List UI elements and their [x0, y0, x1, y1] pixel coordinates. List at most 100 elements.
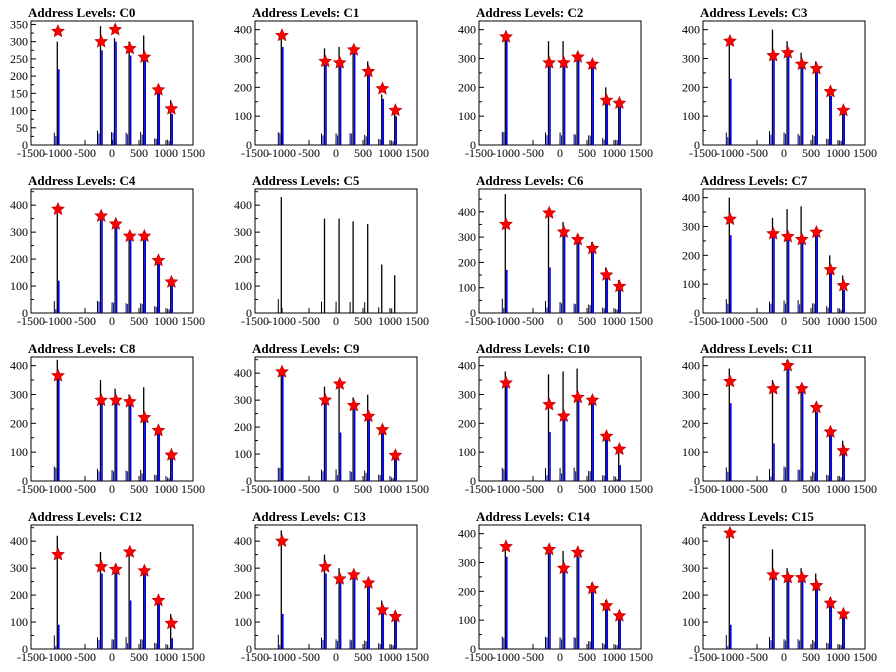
plot-frame	[30, 20, 194, 146]
y-tick-label: 0	[694, 306, 700, 320]
x-tick-label: -500	[522, 650, 544, 664]
x-tick-label: 500	[354, 650, 372, 664]
y-tick-label: 300	[10, 225, 28, 239]
peak-marker	[51, 201, 65, 216]
peak-marker	[151, 423, 166, 437]
x-tick-label: -1500	[689, 314, 717, 328]
peak-marker	[823, 424, 838, 438]
y-tick-label: 100	[682, 445, 700, 459]
peak-marker	[585, 581, 600, 595]
plot-frame	[478, 356, 642, 482]
x-tick-label: -1000	[268, 482, 296, 496]
peak-marker	[108, 562, 123, 576]
x-tick-label: -500	[298, 650, 320, 664]
x-tick-label: 500	[130, 482, 148, 496]
y-tick-label: 300	[10, 387, 28, 401]
peak-marker	[780, 229, 795, 243]
chart-panel-9: Address Levels: C9 0 100 200 300 400 -1500 -100…	[234, 341, 429, 496]
chart-title: Address Levels: C0	[28, 5, 135, 20]
x-tick-label: 500	[802, 650, 820, 664]
x-tick-label: 1000	[378, 650, 402, 664]
x-tick-label: 0	[781, 146, 787, 160]
y-tick-label: 400	[10, 534, 28, 548]
y-tick-label: 0	[470, 474, 476, 488]
x-tick-label: 1000	[378, 146, 402, 160]
plot-frame	[254, 188, 418, 314]
chart-panel-10: Address Levels: C10 0 100 200 300 400 -1500 -10…	[458, 341, 653, 496]
x-tick-label: 1500	[853, 482, 877, 496]
y-tick-label: 200	[682, 248, 700, 262]
x-tick-label: -1500	[17, 482, 45, 496]
peak-marker	[51, 368, 65, 382]
x-tick-label: 0	[557, 482, 563, 496]
y-tick-label: 400	[682, 191, 700, 205]
peak-marker	[570, 49, 585, 63]
peak-marker	[361, 575, 376, 589]
x-tick-label: 1500	[629, 650, 653, 664]
x-tick-label: -1000	[44, 314, 72, 328]
y-tick-label: 400	[458, 205, 476, 219]
y-tick-label: 200	[10, 252, 28, 266]
x-tick-label: 1000	[602, 482, 626, 496]
peak-marker	[137, 228, 152, 243]
peak-marker	[823, 262, 838, 276]
chart-panel-11: Address Levels: C11 0 100 200 300 400 -1500 -10…	[682, 341, 877, 496]
plot-frame	[478, 188, 642, 314]
peak-marker	[164, 616, 179, 630]
x-tick-label: 0	[109, 650, 115, 664]
y-tick-label: 150	[10, 86, 28, 100]
x-tick-label: -500	[298, 146, 320, 160]
y-tick-label: 0	[22, 642, 28, 656]
peak-marker	[766, 381, 781, 395]
y-tick-label: 400	[458, 527, 476, 541]
peak-marker	[542, 542, 557, 556]
peak-marker	[275, 364, 289, 378]
x-tick-label: 0	[333, 314, 339, 328]
x-tick-label: 1500	[629, 146, 653, 160]
y-tick-label: 0	[22, 474, 28, 488]
peak-marker	[780, 570, 795, 584]
y-tick-label: 300	[234, 225, 252, 239]
chart-title: Address Levels: C12	[28, 509, 142, 524]
y-tick-label: 50	[16, 121, 28, 135]
y-tick-label: 300	[10, 561, 28, 575]
y-tick-label: 400	[682, 534, 700, 548]
x-tick-label: -1000	[716, 482, 744, 496]
peak-marker	[809, 61, 824, 75]
x-tick-label: -500	[746, 146, 768, 160]
y-tick-label: 0	[694, 138, 700, 152]
x-tick-label: 1500	[181, 650, 205, 664]
x-tick-label: 1000	[378, 314, 402, 328]
chart-panel-4: Address Levels: C4 0 100 200 300 400 -1500 -100…	[10, 173, 205, 328]
x-tick-label: -1000	[492, 314, 520, 328]
y-tick-label: 0	[22, 306, 28, 320]
y-tick-label: 200	[682, 416, 700, 430]
chart-panel-2: Address Levels: C2 0 100 200 300 400 -1500 -100…	[458, 5, 653, 160]
peak-marker	[723, 374, 737, 388]
x-tick-label: -1000	[492, 146, 520, 160]
peak-marker	[275, 28, 289, 42]
chart-panel-14: Address Levels: C14 0 100 200 300 400 -1500 -10…	[458, 509, 653, 664]
y-tick-label: 300	[458, 555, 476, 569]
chart-panel-15: Address Levels: C15 0 100 200 300 400 -1500 -10…	[682, 509, 877, 664]
peak-marker	[809, 225, 824, 239]
x-tick-label: -1500	[241, 314, 269, 328]
y-tick-label: 100	[234, 447, 252, 461]
peak-marker	[361, 64, 376, 78]
y-tick-label: 300	[458, 230, 476, 244]
y-tick-label: 0	[246, 474, 252, 488]
y-tick-label: 0	[470, 642, 476, 656]
chart-title: Address Levels: C2	[476, 5, 583, 20]
peak-marker	[151, 82, 166, 96]
chart-panel-6: Address Levels: C6 0 100 200 300 400 -1500 -100…	[458, 173, 653, 328]
y-tick-label: 100	[234, 279, 252, 293]
y-tick-label: 300	[682, 387, 700, 401]
peak-marker	[318, 392, 333, 407]
x-tick-label: -500	[746, 650, 768, 664]
y-tick-label: 100	[10, 104, 28, 118]
x-tick-label: -1000	[492, 650, 520, 664]
chart-title: Address Levels: C3	[700, 5, 808, 20]
peak-marker	[556, 561, 571, 575]
peak-marker	[836, 103, 851, 117]
